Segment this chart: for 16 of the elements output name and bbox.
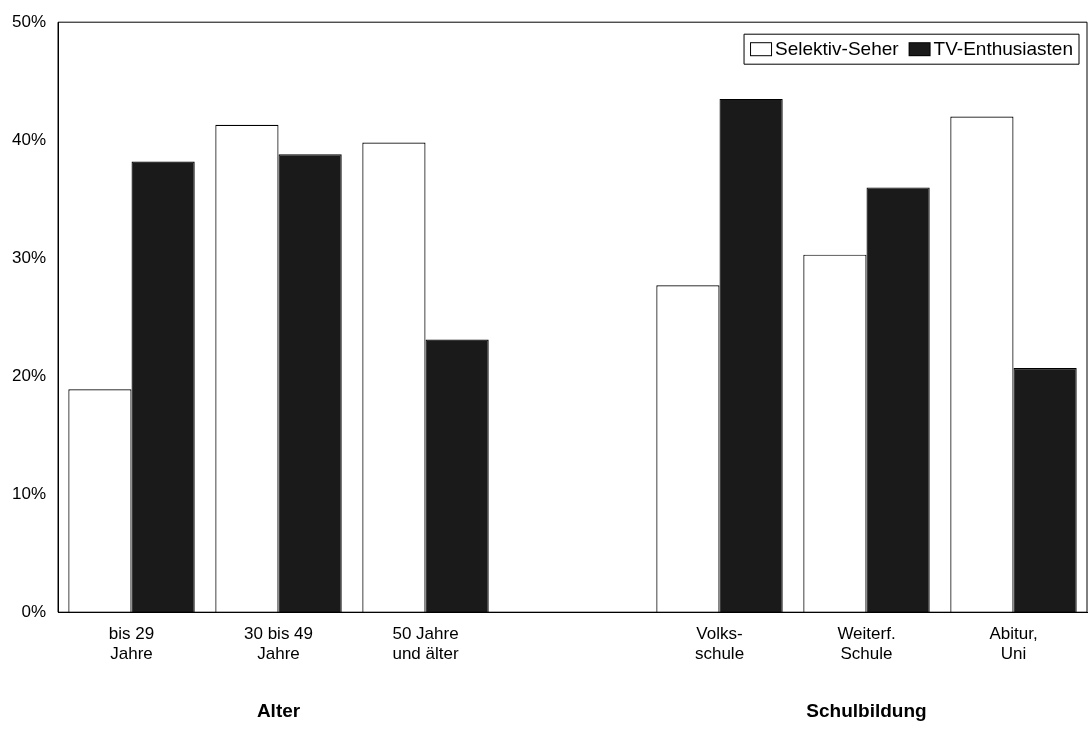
- x-tick-label: 50 Jahre und älter: [392, 624, 459, 664]
- x-tick-label: Volks- schule: [694, 624, 745, 664]
- text: Schulbildung: [806, 700, 927, 722]
- x-tick-label: bis 29 Jahre: [108, 624, 155, 664]
- y-tick-label: 20%: [11, 365, 47, 385]
- x-tick-label: 30 bis 49 Jahre: [244, 624, 314, 664]
- y-tick-label: 10%: [11, 483, 47, 503]
- legend-label: Selektiv-Seher: [775, 38, 900, 60]
- legend-label: TV-Enthusiasten: [933, 38, 1074, 60]
- text: Alter: [256, 700, 301, 722]
- x-tick-label: Weiterf. Schule: [837, 624, 896, 664]
- y-tick-label: 0%: [21, 601, 47, 621]
- x-tick-label: Abitur, Uni: [989, 624, 1038, 664]
- y-tick-label: 30%: [11, 247, 47, 267]
- y-tick-label: 50%: [11, 11, 47, 31]
- y-tick-label: 40%: [11, 129, 47, 149]
